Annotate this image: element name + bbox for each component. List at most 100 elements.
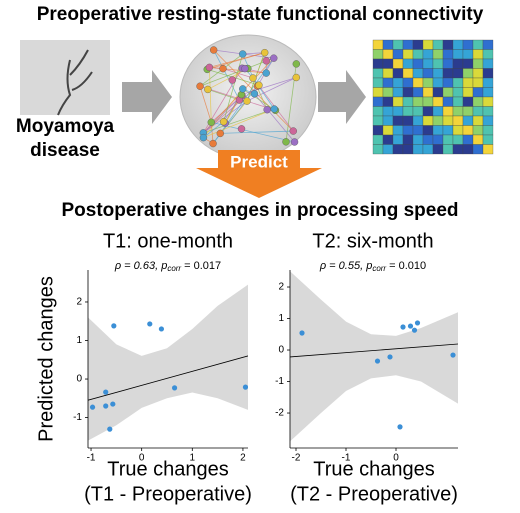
point: [450, 352, 456, 358]
matrix-cell: [432, 49, 444, 60]
node: [239, 85, 247, 93]
brain-network: [196, 46, 301, 148]
title: Preoperative resting-state functional co…: [37, 4, 484, 25]
point: [374, 358, 381, 364]
matrix-cell: [472, 58, 484, 69]
point: [411, 327, 418, 333]
matrix-cell: [482, 77, 494, 88]
matrix-cell: [452, 58, 464, 69]
matrix-cell: [462, 39, 474, 50]
edge: [203, 95, 243, 134]
stat-part: = 0.017: [181, 260, 221, 272]
node: [219, 64, 227, 73]
matrix-cell: [402, 96, 414, 107]
matrix-cell: [372, 77, 384, 88]
matrix-cell: [372, 39, 384, 50]
edge: [203, 108, 275, 138]
matrix-cell: [462, 49, 474, 60]
matrix-cell: [372, 106, 384, 117]
edge: [203, 108, 275, 134]
matrix-cell: [392, 87, 404, 98]
matrix-cell: [472, 77, 484, 88]
vessels: [57, 49, 93, 116]
matrix-cell: [472, 39, 484, 50]
matrix-cell: [452, 68, 464, 79]
x-tick-label: 1: [190, 453, 196, 464]
matrix-cell: [382, 96, 394, 107]
matrix-cell: [432, 96, 444, 107]
matrix-cell: [412, 96, 424, 107]
matrix-cell: [472, 134, 484, 145]
matrix-cell: [462, 87, 474, 98]
angiogram: [20, 40, 110, 115]
chart-title: T1: one-month: [103, 230, 233, 252]
stat-part: corr: [167, 264, 181, 273]
matrix-cell: [402, 106, 414, 117]
node: [237, 125, 246, 133]
matrix-cell: [412, 106, 424, 117]
fit-line: [290, 343, 458, 358]
matrix-cell: [472, 49, 484, 60]
node: [216, 129, 224, 138]
matrix-cell: [452, 115, 464, 126]
node: [263, 105, 271, 114]
matrix-cell: [482, 68, 494, 79]
matrix-cell: [432, 39, 444, 50]
y-tick-label: 1: [76, 335, 82, 346]
edge: [207, 68, 249, 90]
node: [241, 64, 249, 73]
point: [103, 389, 109, 395]
chart-title: T2: six-month: [312, 230, 433, 252]
matrix-cell: [452, 134, 464, 145]
matrix-cell: [372, 68, 384, 79]
matrix-cell: [402, 115, 414, 126]
matrix-cell: [472, 125, 484, 136]
matrix-cell: [402, 134, 414, 145]
point: [414, 320, 421, 326]
point: [158, 326, 165, 332]
matrix-cell: [382, 87, 394, 98]
matrix-cell: [382, 68, 394, 79]
matrix-cell: [392, 77, 404, 88]
point: [110, 401, 116, 407]
matrix-cell: [422, 49, 434, 60]
y-axis-label: Predicted changes: [35, 276, 57, 442]
matrix-cell: [452, 39, 464, 50]
predict-label: Predict: [230, 152, 288, 171]
stat-part: p: [160, 260, 167, 272]
matrix-cell: [462, 68, 474, 79]
matrix-cell: [422, 115, 434, 126]
edge: [209, 66, 267, 74]
matrix-cell: [402, 58, 414, 69]
stat-part: corr: [372, 264, 386, 273]
matrix-cell: [432, 125, 444, 136]
x-axis-label: (T2 - Preoperative): [290, 483, 458, 505]
matrix-cell: [382, 58, 394, 69]
matrix-cell: [412, 87, 424, 98]
matrix-cell: [422, 96, 434, 107]
x-tick-label: -1: [342, 453, 351, 464]
matrix-cell: [432, 144, 444, 155]
matrix-cell: [372, 125, 384, 136]
matrix-cell: [452, 96, 464, 107]
matrix-cell: [402, 68, 414, 79]
matrix-cell: [472, 106, 484, 117]
x-axis-label: (T1 - Preoperative): [84, 483, 252, 505]
matrix-cell: [462, 106, 474, 117]
arrow: [122, 70, 172, 124]
node: [270, 54, 278, 62]
matrix-cell: [482, 134, 494, 145]
matrix-cell: [372, 115, 384, 126]
matrix-cell: [432, 87, 444, 98]
point: [387, 354, 393, 360]
y-tick-label: 0: [76, 374, 82, 385]
matrix-cell: [402, 87, 414, 98]
matrix-cell: [432, 68, 444, 79]
matrix-cell: [462, 125, 474, 136]
matrix-cell: [422, 134, 434, 145]
matrix-cell: [412, 134, 424, 145]
matrix-cell: [392, 68, 404, 79]
matrix-cell: [452, 87, 464, 98]
matrix-cell: [432, 134, 444, 145]
